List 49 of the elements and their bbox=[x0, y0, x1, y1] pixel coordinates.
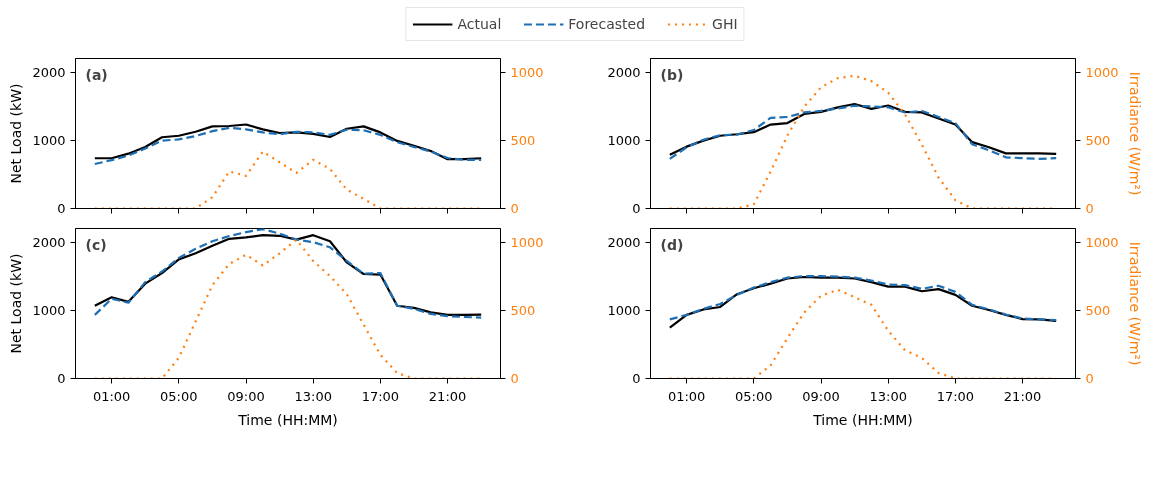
annotation: (b) bbox=[660, 66, 684, 83]
annotation: (d) bbox=[660, 236, 684, 253]
y-tick-label: 2000 bbox=[32, 64, 66, 80]
y-axis-title: Net Load (kW) bbox=[8, 253, 25, 354]
y2-tick-label: 0 bbox=[1085, 201, 1094, 216]
y2-tick-label: 500 bbox=[510, 302, 536, 318]
y-tick-label: 2000 bbox=[32, 234, 66, 250]
x-axis-title: Time (HH:MM) bbox=[812, 411, 913, 428]
y2-axis-title: Irradiance (W/m²) bbox=[1126, 241, 1143, 366]
y2-tick-label: 500 bbox=[510, 132, 536, 148]
annotation: (c) bbox=[85, 236, 107, 253]
y2-axis-title: Irradiance (W/m²) bbox=[1126, 71, 1143, 196]
y-tick-label: 1000 bbox=[607, 302, 641, 318]
y2-tick-label: 1000 bbox=[510, 234, 544, 250]
x-tick-label: 01:00 bbox=[667, 388, 706, 404]
x-axis-title: Time (HH:MM) bbox=[237, 411, 338, 428]
x-tick-label: 13:00 bbox=[294, 388, 332, 404]
legend-label: GHI bbox=[712, 16, 738, 32]
x-tick-label: 17:00 bbox=[361, 388, 400, 404]
y2-tick-label: 0 bbox=[1085, 371, 1094, 386]
x-tick-label: 09:00 bbox=[227, 388, 265, 404]
x-tick-label: 17:00 bbox=[936, 388, 975, 404]
y2-tick-label: 1000 bbox=[1085, 64, 1119, 80]
y-tick-label: 0 bbox=[57, 371, 66, 386]
legend-label: Forecasted bbox=[568, 16, 646, 32]
y-axis-title: Net Load (kW) bbox=[8, 83, 25, 184]
y2-tick-label: 500 bbox=[1085, 302, 1111, 318]
x-tick-label: 05:00 bbox=[735, 388, 773, 404]
y2-tick-label: 0 bbox=[510, 371, 519, 386]
y2-tick-label: 0 bbox=[510, 201, 519, 216]
y-tick-label: 2000 bbox=[607, 64, 641, 80]
x-tick-label: 05:00 bbox=[160, 388, 198, 404]
y-tick-label: 1000 bbox=[32, 302, 66, 318]
y-tick-label: 0 bbox=[57, 201, 66, 216]
x-tick-label: 21:00 bbox=[428, 388, 467, 404]
legend-label: Actual bbox=[457, 16, 502, 32]
x-tick-label: 21:00 bbox=[1003, 388, 1042, 404]
y-tick-label: 2000 bbox=[607, 234, 641, 250]
x-tick-label: 13:00 bbox=[869, 388, 907, 404]
y-tick-label: 0 bbox=[632, 371, 641, 386]
y2-tick-label: 1000 bbox=[510, 64, 544, 80]
annotation: (a) bbox=[85, 66, 108, 83]
x-tick-label: 09:00 bbox=[802, 388, 840, 404]
y2-tick-label: 500 bbox=[1085, 132, 1111, 148]
y-tick-label: 1000 bbox=[32, 132, 66, 148]
y-tick-label: 1000 bbox=[607, 132, 641, 148]
y2-tick-label: 1000 bbox=[1085, 234, 1119, 250]
x-tick-label: 01:00 bbox=[92, 388, 131, 404]
y-tick-label: 0 bbox=[632, 201, 641, 216]
